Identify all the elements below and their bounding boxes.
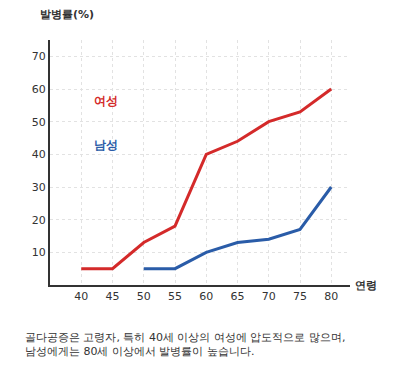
svg-text:60: 60 bbox=[32, 83, 46, 96]
svg-text:60: 60 bbox=[199, 290, 213, 303]
svg-text:45: 45 bbox=[106, 290, 120, 303]
svg-text:남성: 남성 bbox=[94, 138, 118, 152]
svg-text:70: 70 bbox=[32, 50, 46, 63]
svg-text:40: 40 bbox=[74, 290, 88, 303]
svg-text:여성: 여성 bbox=[94, 94, 118, 108]
svg-text:20: 20 bbox=[32, 214, 46, 227]
svg-text:55: 55 bbox=[168, 290, 182, 303]
svg-text:70: 70 bbox=[262, 290, 276, 303]
svg-text:50: 50 bbox=[32, 116, 46, 129]
svg-text:골다공증은 고령자, 특히 40세 이상의 여성에 압도적으: 골다공증은 고령자, 특히 40세 이상의 여성에 압도적으로 많으며,남성에게… bbox=[25, 331, 345, 358]
svg-text:40: 40 bbox=[32, 148, 46, 161]
svg-text:50: 50 bbox=[137, 290, 151, 303]
svg-text:75: 75 bbox=[293, 290, 307, 303]
svg-text:30: 30 bbox=[32, 181, 46, 194]
svg-text:10: 10 bbox=[32, 246, 46, 259]
svg-text:연령: 연령 bbox=[355, 279, 377, 292]
svg-text:65: 65 bbox=[231, 290, 245, 303]
svg-text:발병률(%): 발병률(%) bbox=[40, 8, 94, 21]
svg-text:80: 80 bbox=[324, 290, 338, 303]
